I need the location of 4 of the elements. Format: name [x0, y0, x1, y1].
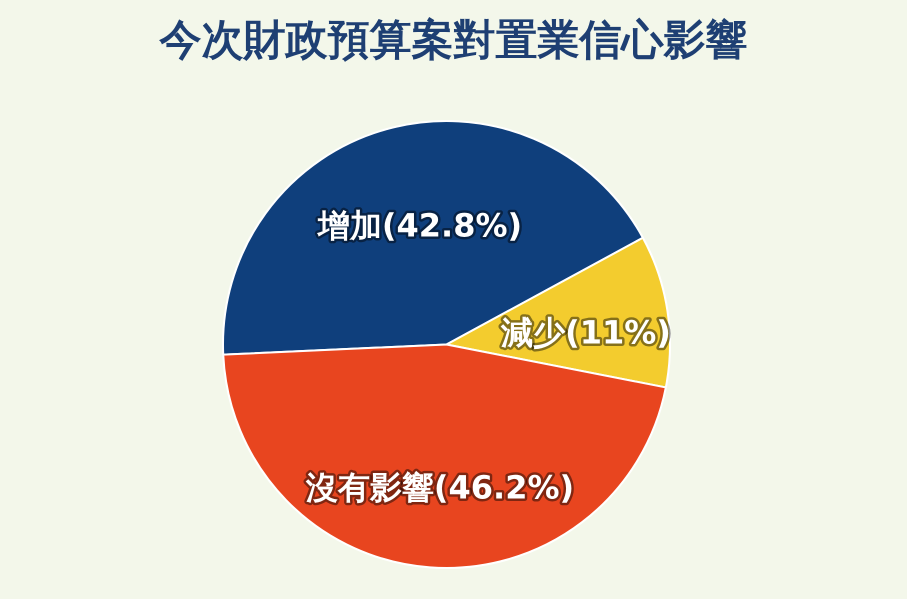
- chart-title: 今次財政預算案對置業信心影響: [158, 14, 748, 66]
- slice-label: 減少(11%): [500, 313, 671, 352]
- slice-label: 增加(42.8%): [316, 206, 522, 244]
- slice-label: 沒有影響(46.2%): [304, 468, 574, 506]
